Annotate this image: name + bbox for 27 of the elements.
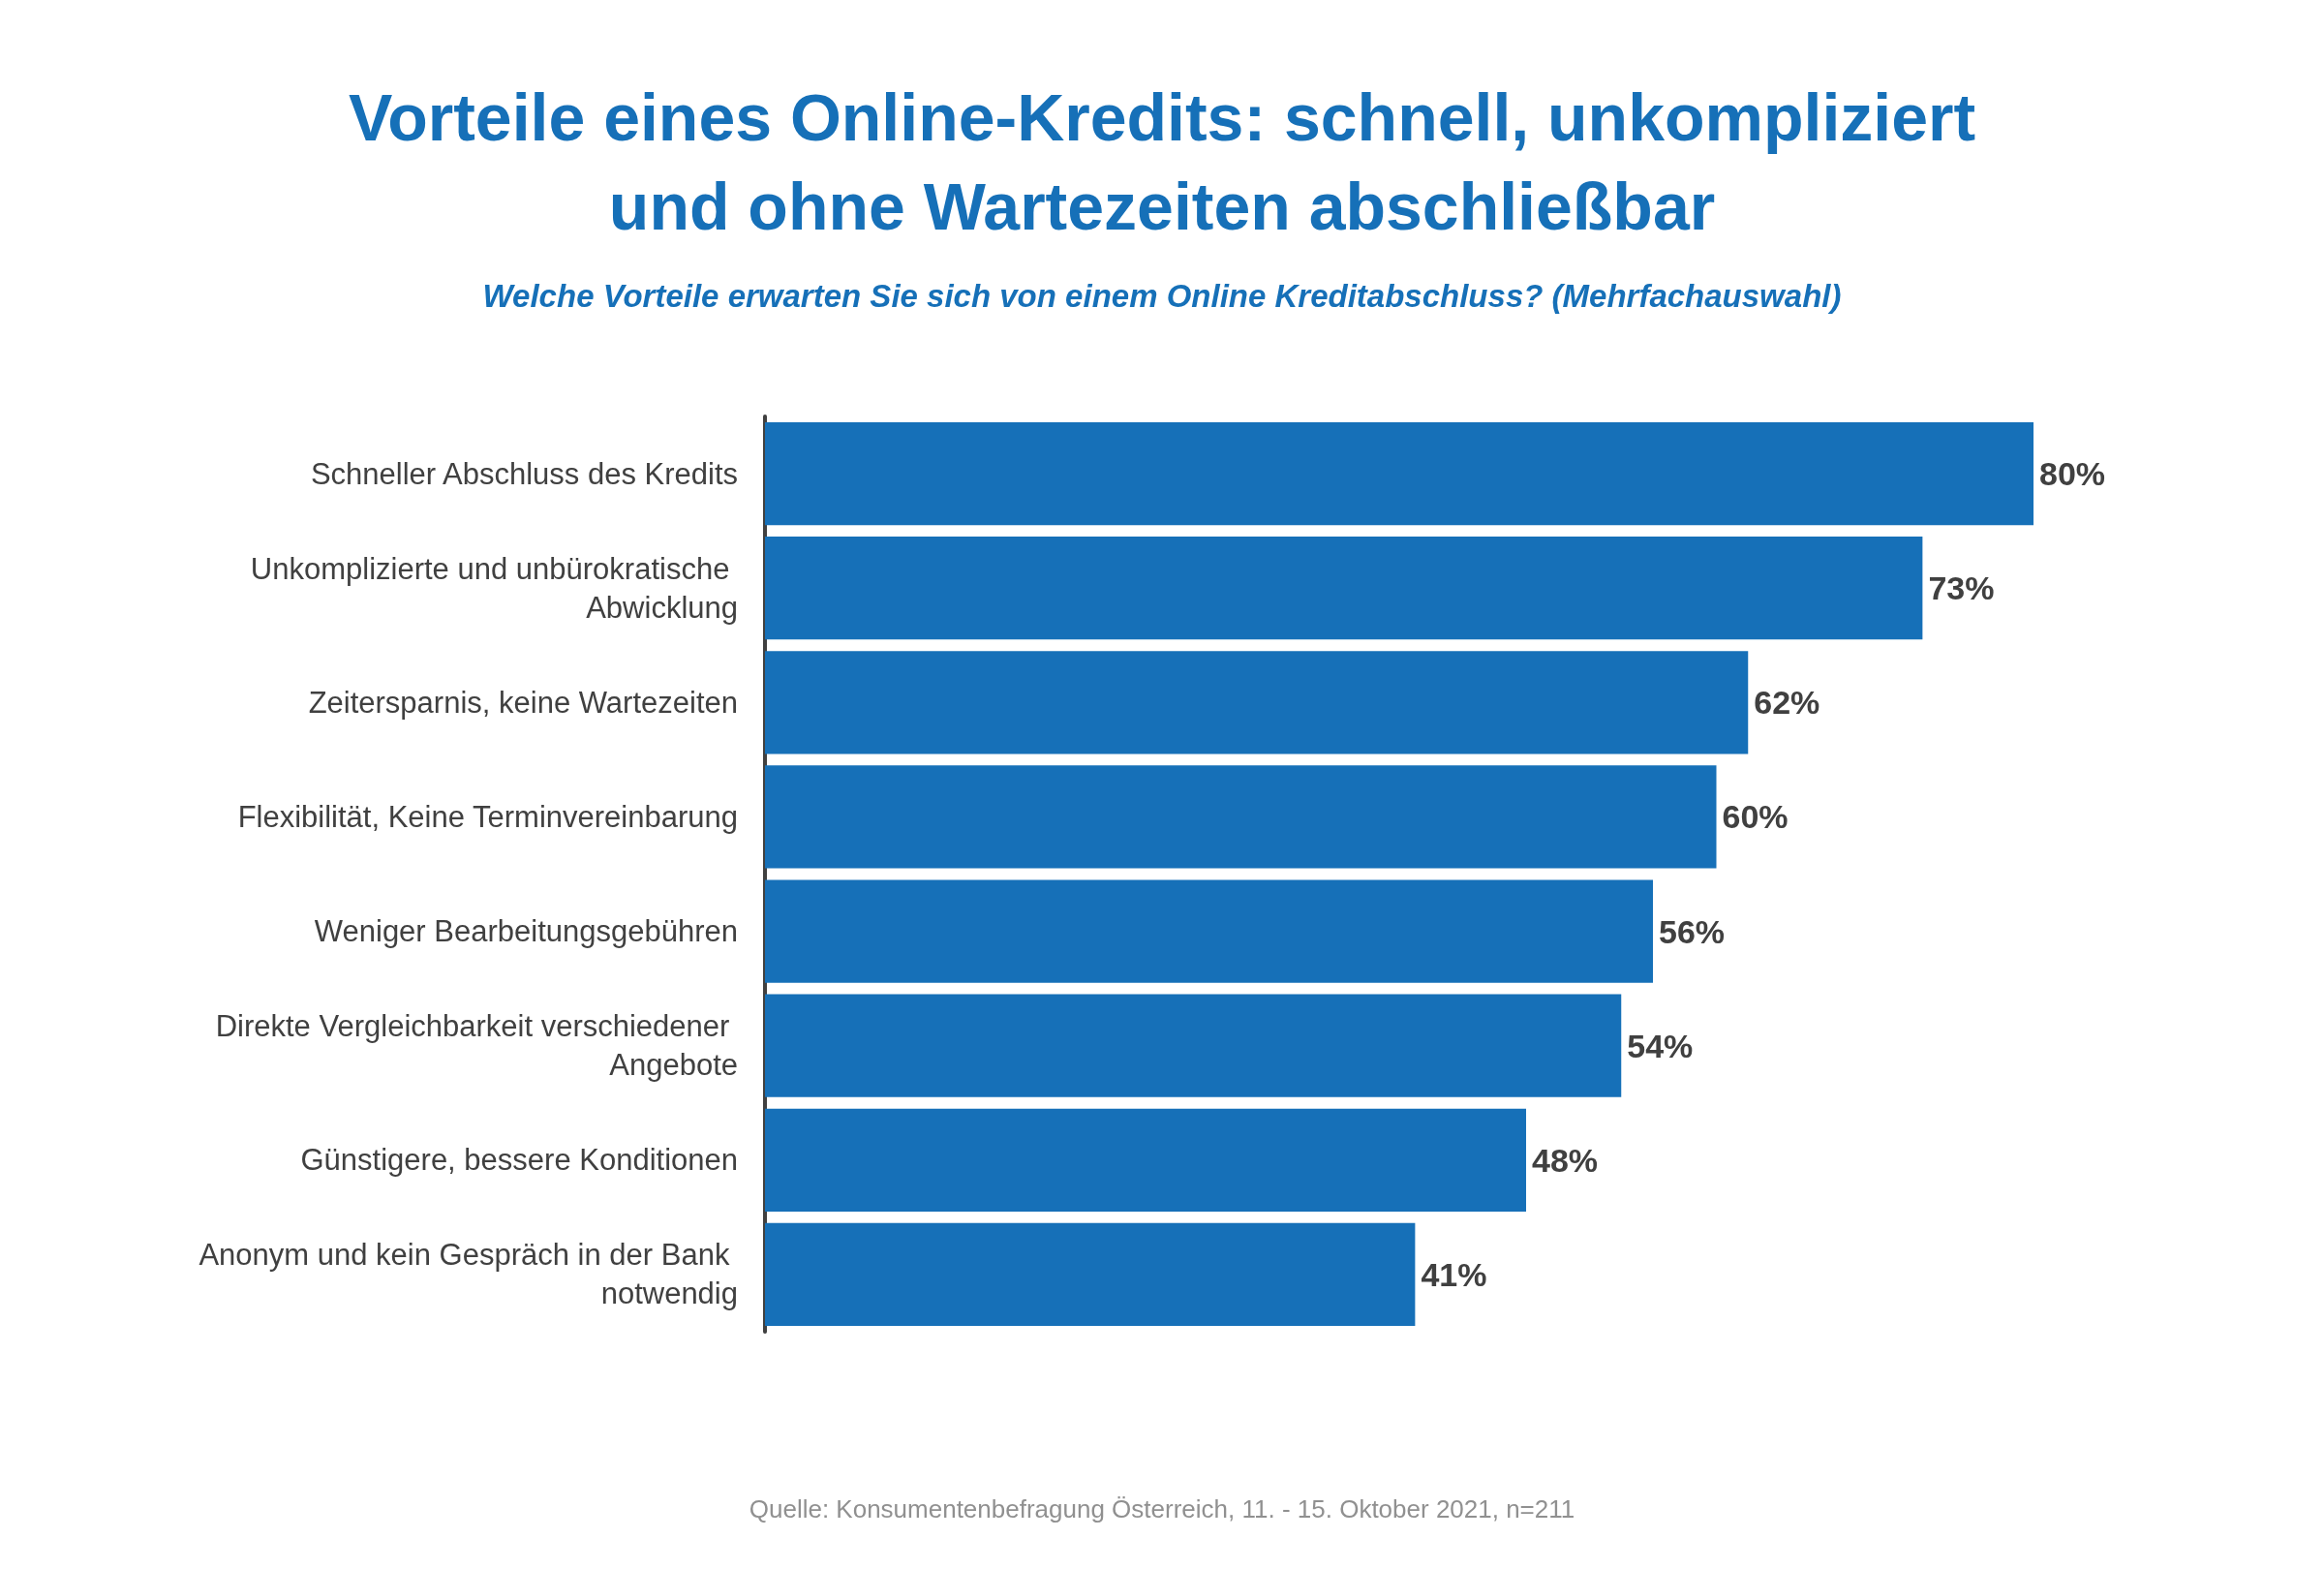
- data-label: 62%: [1754, 684, 1820, 722]
- data-label: 48%: [1532, 1141, 1599, 1179]
- y-tick-label: Weniger Bearbeitungsgebühren: [314, 914, 738, 949]
- y-tick-label: Direkte Vergleichbarkeit verschiedener Angebote: [215, 1009, 738, 1083]
- bar: [765, 1222, 1416, 1327]
- data-label: 54%: [1627, 1027, 1694, 1064]
- y-tick-label: Schneller Abschluss des Kredits: [310, 456, 738, 491]
- bar: [765, 537, 1923, 640]
- data-label: 56%: [1659, 912, 1726, 950]
- data-label: 60%: [1722, 798, 1789, 836]
- y-tick-label: Zeitersparnis, keine Wartezeiten: [308, 685, 738, 720]
- source-note: Quelle: Konsumentenbefragung Österreich, 11. - 15. Oktober 2021, n=211: [749, 1494, 1575, 1523]
- bar: [765, 1108, 1526, 1212]
- bar: [765, 421, 2034, 526]
- data-label: 80%: [2039, 455, 2106, 493]
- y-tick-label: Anonym und kein Gespräch in der Bank notwendig: [199, 1238, 738, 1311]
- bar: [765, 879, 1653, 983]
- y-tick-label: Flexibilität, Keine Terminvereinbarung: [237, 799, 738, 834]
- data-label: 41%: [1421, 1255, 1487, 1293]
- chart-subtitle: Welche Vorteile erwarten Sie sich von einem Online Kreditabschluss? (Mehrfachauswahl): [482, 278, 1842, 314]
- y-tick-label: Unkomplizierte und unbürokratische Abwicklung: [250, 551, 738, 625]
- data-label: 73%: [1928, 569, 1995, 607]
- bar: [765, 651, 1749, 754]
- bar: [765, 765, 1717, 869]
- chart-title: Vorteile eines Online-Kredits: schnell, unkompliziert und ohne Wartezeiten abschließbar: [348, 80, 1976, 243]
- y-tick-label: Günstigere, bessere Konditionen: [300, 1143, 738, 1178]
- bar: [765, 994, 1622, 1097]
